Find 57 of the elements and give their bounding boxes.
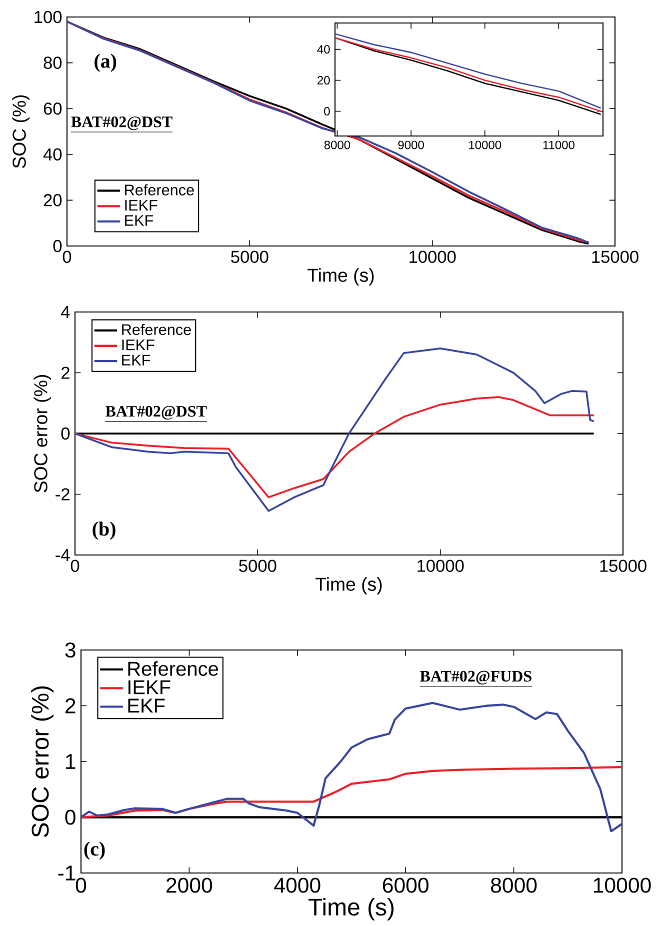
legend-label: IEKF: [122, 340, 154, 350]
x-tick-label: 5000: [231, 250, 268, 263]
annotation: (c): [84, 842, 105, 860]
legend-label: Reference: [125, 184, 194, 196]
y-tick-label: 4: [61, 306, 70, 318]
y-tick-label: -2: [56, 488, 70, 500]
x-tick-label: 9000: [398, 140, 424, 150]
legend-label: Reference: [122, 324, 191, 336]
y-axis-title: SOC error (%): [34, 375, 52, 492]
legend-label: IEKF: [125, 200, 158, 211]
y-tick-label: 20: [44, 194, 62, 206]
x-tick-label: 10000: [418, 560, 464, 572]
y-tick-label: 0: [61, 427, 70, 440]
x-tick-label: 5000: [239, 560, 276, 572]
x-tick-label: 8000: [490, 878, 537, 893]
legend-label: Reference: [128, 661, 218, 676]
line-series: [74, 396, 595, 498]
annotation: BAT#02@DST: [71, 116, 172, 130]
y-tick-label: 60: [44, 102, 62, 115]
y-tick-label: 40: [317, 45, 330, 54]
annotation: (b): [92, 522, 116, 540]
x-tick-label: 2000: [166, 878, 212, 893]
y-tick-label: 1: [66, 754, 76, 769]
y-tick-label: -1: [58, 866, 76, 880]
y-tick-label: 0: [53, 240, 62, 252]
y-tick-label: 0: [324, 106, 330, 116]
x-tick-label: 4000: [274, 878, 320, 893]
x-tick-label: 15000: [600, 560, 646, 572]
x-tick-label: 0: [76, 878, 86, 893]
x-tick-label: 11000: [543, 140, 574, 150]
legend-label: EKF: [128, 698, 165, 713]
x-tick-label: 15000: [592, 250, 638, 263]
x-tick-label: 10000: [594, 878, 651, 893]
legend-label: EKF: [122, 354, 150, 366]
y-tick-label: 3: [65, 642, 76, 658]
x-tick-label: 10000: [410, 250, 456, 263]
x-tick-label: 6000: [382, 878, 428, 893]
annotation: BAT#02@DST: [105, 406, 207, 420]
annotation: BAT#02@FUDS: [420, 670, 532, 684]
legend-label: EKF: [125, 215, 153, 226]
x-axis-title: Time (s): [308, 268, 374, 286]
y-tick-label: 80: [44, 56, 62, 69]
x-axis-title: Time (s): [308, 898, 394, 920]
y-tick-label: -4: [56, 549, 70, 561]
x-tick-label: 8000: [324, 140, 350, 150]
y-tick-label: 100: [34, 10, 62, 24]
x-axis-title: Time (s): [316, 577, 382, 595]
annotation: (a): [94, 54, 116, 72]
y-axis-title: SOC (%): [12, 95, 30, 168]
y-tick-label: 2: [61, 366, 70, 379]
y-tick-label: 20: [318, 76, 330, 85]
x-tick-label: 10000: [469, 140, 502, 150]
legend-label: IEKF: [128, 680, 170, 694]
y-tick-label: 40: [43, 148, 62, 161]
y-tick-label: 0: [65, 810, 76, 825]
y-tick-label: 2: [65, 698, 76, 714]
y-axis-title: SOC error (%): [31, 686, 54, 838]
